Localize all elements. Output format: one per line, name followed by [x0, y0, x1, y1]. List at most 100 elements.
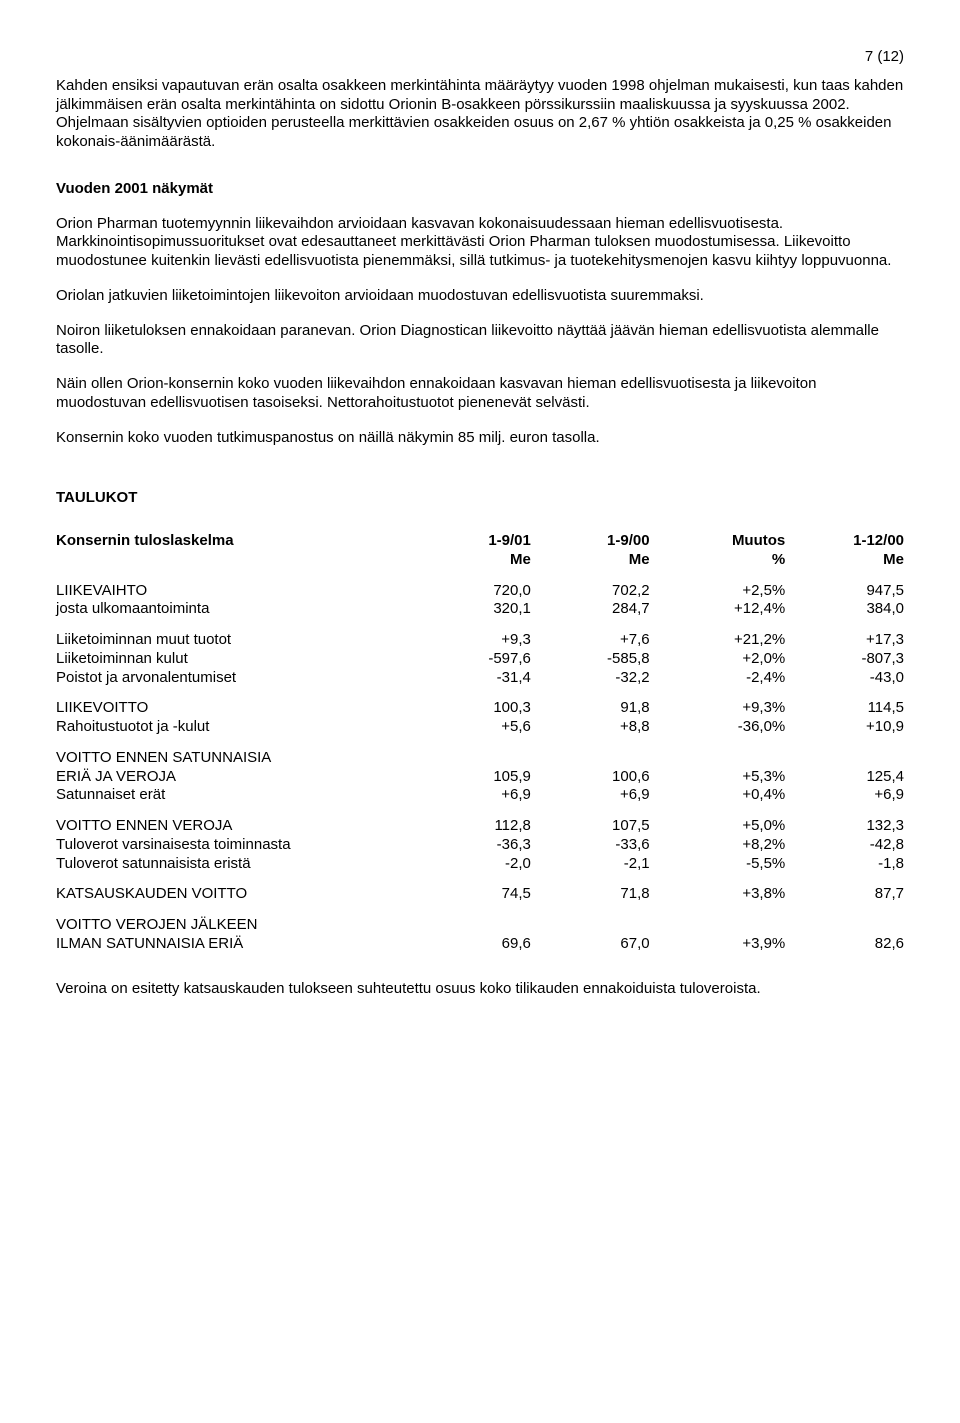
row-label: ERIÄ JA VEROJA [56, 768, 412, 787]
cell: +8,8 [531, 718, 650, 737]
cell: -42,8 [785, 836, 904, 855]
paragraph-3: Oriolan jatkuvien liiketoimintojen liike… [56, 287, 904, 306]
table-row: Tuloverot varsinaisesta toiminnasta -36,… [56, 836, 904, 855]
table-header-row: Me Me % Me [56, 551, 904, 570]
cell: +9,3 [412, 631, 531, 650]
table-header-cell: Me [412, 551, 531, 570]
cell: -1,8 [785, 855, 904, 874]
cell: 720,0 [412, 582, 531, 601]
cell: 125,4 [785, 768, 904, 787]
row-label: Liiketoiminnan kulut [56, 650, 412, 669]
cell: -31,4 [412, 669, 531, 688]
table-row: Liiketoiminnan kulut -597,6 -585,8 +2,0%… [56, 650, 904, 669]
cell: +5,3% [650, 768, 786, 787]
table-header-cell: Me [531, 551, 650, 570]
cell: 114,5 [785, 699, 904, 718]
cell: 87,7 [785, 885, 904, 904]
cell: 74,5 [412, 885, 531, 904]
table-header-cell: 1-9/01 [412, 532, 531, 551]
cell: -33,6 [531, 836, 650, 855]
cell: -585,8 [531, 650, 650, 669]
table-row: LIIKEVAIHTO 720,0 702,2 +2,5% 947,5 [56, 582, 904, 601]
cell: 112,8 [412, 817, 531, 836]
cell: +6,9 [785, 786, 904, 805]
row-label: KATSAUSKAUDEN VOITTO [56, 885, 412, 904]
paragraph-2: Orion Pharman tuotemyynnin liikevaihdon … [56, 215, 904, 271]
cell: +21,2% [650, 631, 786, 650]
cell: -597,6 [412, 650, 531, 669]
cell: 320,1 [412, 600, 531, 619]
table-header-cell: 1-12/00 [785, 532, 904, 551]
paragraph-4: Noiron liiketuloksen ennakoidaan paranev… [56, 322, 904, 360]
cell: 100,3 [412, 699, 531, 718]
cell: 82,6 [785, 935, 904, 954]
cell: -5,5% [650, 855, 786, 874]
table-row: Rahoitustuotot ja -kulut +5,6 +8,8 -36,0… [56, 718, 904, 737]
row-label: Poistot ja arvonalentumiset [56, 669, 412, 688]
table-row: ERIÄ JA VEROJA 105,9 100,6 +5,3% 125,4 [56, 768, 904, 787]
cell: +0,4% [650, 786, 786, 805]
table-row: VOITTO ENNEN VEROJA 112,8 107,5 +5,0% 13… [56, 817, 904, 836]
table-row: Tuloverot satunnaisista eristä -2,0 -2,1… [56, 855, 904, 874]
cell: +2,0% [650, 650, 786, 669]
cell: -807,3 [785, 650, 904, 669]
cell: +17,3 [785, 631, 904, 650]
cell: +12,4% [650, 600, 786, 619]
cell: 947,5 [785, 582, 904, 601]
cell: +5,0% [650, 817, 786, 836]
row-label: VOITTO ENNEN VEROJA [56, 817, 412, 836]
row-label: Liiketoiminnan muut tuotot [56, 631, 412, 650]
table-row: VOITTO ENNEN SATUNNAISIA [56, 749, 904, 768]
table-title-cell: Konsernin tuloslaskelma [56, 532, 412, 551]
outlook-heading: Vuoden 2001 näkymät [56, 180, 904, 199]
cell: 384,0 [785, 600, 904, 619]
tables-heading: TAULUKOT [56, 489, 904, 508]
table-header-cell: 1-9/00 [531, 532, 650, 551]
row-label: josta ulkomaantoiminta [56, 600, 412, 619]
row-label: Satunnaiset erät [56, 786, 412, 805]
cell: +5,6 [412, 718, 531, 737]
income-statement-table: Konsernin tuloslaskelma 1-9/01 1-9/00 Mu… [56, 532, 904, 954]
table-header-cell: Muutos [650, 532, 786, 551]
row-label: VOITTO VEROJEN JÄLKEEN [56, 916, 412, 935]
table-row: ILMAN SATUNNAISIA ERIÄ 69,6 67,0 +3,9% 8… [56, 935, 904, 954]
table-row: LIIKEVOITTO 100,3 91,8 +9,3% 114,5 [56, 699, 904, 718]
cell: 69,6 [412, 935, 531, 954]
cell: +8,2% [650, 836, 786, 855]
table-row: Liiketoiminnan muut tuotot +9,3 +7,6 +21… [56, 631, 904, 650]
cell: 107,5 [531, 817, 650, 836]
row-label: Rahoitustuotot ja -kulut [56, 718, 412, 737]
cell: +7,6 [531, 631, 650, 650]
row-label: Tuloverot varsinaisesta toiminnasta [56, 836, 412, 855]
cell: +3,9% [650, 935, 786, 954]
cell: -32,2 [531, 669, 650, 688]
row-label: LIIKEVAIHTO [56, 582, 412, 601]
table-row: KATSAUSKAUDEN VOITTO 74,5 71,8 +3,8% 87,… [56, 885, 904, 904]
row-label: Tuloverot satunnaisista eristä [56, 855, 412, 874]
cell: 100,6 [531, 768, 650, 787]
table-header-row: Konsernin tuloslaskelma 1-9/01 1-9/00 Mu… [56, 532, 904, 551]
cell: -36,0% [650, 718, 786, 737]
cell: 67,0 [531, 935, 650, 954]
paragraph-6: Konsernin koko vuoden tutkimuspanostus o… [56, 429, 904, 448]
cell: 132,3 [785, 817, 904, 836]
cell: -43,0 [785, 669, 904, 688]
cell: +3,8% [650, 885, 786, 904]
paragraph-1: Kahden ensiksi vapautuvan erän osalta os… [56, 77, 904, 152]
cell: -2,4% [650, 669, 786, 688]
table-row: Satunnaiset erät +6,9 +6,9 +0,4% +6,9 [56, 786, 904, 805]
footer-note: Veroina on esitetty katsauskauden tuloks… [56, 980, 904, 999]
table-row: josta ulkomaantoiminta 320,1 284,7 +12,4… [56, 600, 904, 619]
cell: +6,9 [412, 786, 531, 805]
table-header-cell: % [650, 551, 786, 570]
cell: +9,3% [650, 699, 786, 718]
row-label: LIIKEVOITTO [56, 699, 412, 718]
table-row: Poistot ja arvonalentumiset -31,4 -32,2 … [56, 669, 904, 688]
cell: -36,3 [412, 836, 531, 855]
table-header-cell [56, 551, 412, 570]
cell: +2,5% [650, 582, 786, 601]
cell: 105,9 [412, 768, 531, 787]
paragraph-5: Näin ollen Orion-konsernin koko vuoden l… [56, 375, 904, 413]
cell: +10,9 [785, 718, 904, 737]
cell: 91,8 [531, 699, 650, 718]
